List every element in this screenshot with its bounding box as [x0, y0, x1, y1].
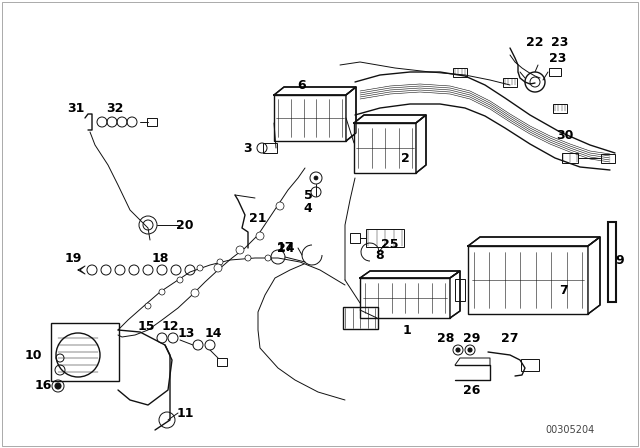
Circle shape	[314, 176, 318, 180]
Bar	[366, 229, 404, 247]
Text: 31: 31	[68, 102, 85, 115]
Circle shape	[191, 289, 199, 297]
Polygon shape	[346, 87, 356, 141]
Text: 23: 23	[551, 35, 569, 48]
Circle shape	[256, 232, 264, 240]
Circle shape	[159, 289, 165, 295]
Text: 20: 20	[176, 219, 194, 232]
Bar	[549, 68, 561, 76]
Circle shape	[214, 264, 222, 272]
Circle shape	[245, 255, 251, 261]
Circle shape	[145, 303, 151, 309]
Polygon shape	[354, 115, 426, 123]
Text: 26: 26	[463, 383, 481, 396]
Text: 15: 15	[138, 319, 155, 332]
Text: 32: 32	[106, 102, 124, 115]
Text: 27: 27	[501, 332, 519, 345]
Text: 00305204: 00305204	[545, 425, 595, 435]
Text: 29: 29	[463, 332, 481, 345]
Circle shape	[236, 246, 244, 254]
Text: 10: 10	[24, 349, 42, 362]
Bar	[503, 78, 517, 86]
Text: 3: 3	[243, 142, 252, 155]
Circle shape	[55, 383, 61, 389]
Text: 18: 18	[151, 251, 169, 264]
Text: 6: 6	[298, 78, 307, 91]
Text: 9: 9	[616, 254, 624, 267]
Text: 21: 21	[249, 211, 267, 224]
Text: 19: 19	[65, 251, 82, 264]
Text: 11: 11	[176, 406, 194, 419]
Polygon shape	[274, 87, 356, 95]
Text: 25: 25	[381, 237, 399, 250]
Bar	[51, 323, 119, 381]
Circle shape	[197, 265, 203, 271]
Text: 2: 2	[401, 151, 410, 164]
Text: 5: 5	[303, 189, 312, 202]
Polygon shape	[450, 271, 460, 318]
Text: 12: 12	[161, 319, 179, 332]
Bar	[601, 154, 615, 163]
Polygon shape	[468, 237, 600, 246]
Circle shape	[177, 277, 183, 283]
Text: 17: 17	[276, 241, 294, 254]
Bar	[354, 123, 416, 173]
Text: 8: 8	[376, 249, 384, 262]
Bar	[350, 233, 360, 243]
Circle shape	[276, 202, 284, 210]
Text: 28: 28	[436, 332, 454, 345]
Circle shape	[265, 255, 271, 261]
Text: 23: 23	[549, 52, 566, 65]
Bar	[360, 278, 450, 318]
Bar	[217, 358, 227, 366]
Bar	[453, 68, 467, 77]
Bar	[342, 307, 378, 329]
Bar	[468, 246, 588, 314]
Circle shape	[217, 259, 223, 265]
Bar	[274, 95, 346, 141]
Text: 14: 14	[204, 327, 221, 340]
Text: 7: 7	[559, 284, 568, 297]
Polygon shape	[360, 271, 460, 278]
Text: 16: 16	[35, 379, 52, 392]
Bar	[562, 153, 578, 163]
Text: 13: 13	[178, 327, 195, 340]
Bar	[263, 143, 277, 153]
Bar	[521, 359, 539, 371]
Circle shape	[456, 348, 460, 352]
Bar	[455, 279, 465, 301]
Circle shape	[468, 348, 472, 352]
Bar	[553, 103, 567, 112]
Text: 30: 30	[556, 129, 573, 142]
Bar	[147, 118, 157, 126]
Text: 22: 22	[526, 35, 544, 48]
Text: 24: 24	[278, 241, 295, 254]
Text: 4: 4	[303, 202, 312, 215]
Bar	[608, 222, 616, 302]
Polygon shape	[416, 115, 426, 173]
Polygon shape	[588, 237, 600, 314]
Text: 1: 1	[403, 323, 412, 336]
